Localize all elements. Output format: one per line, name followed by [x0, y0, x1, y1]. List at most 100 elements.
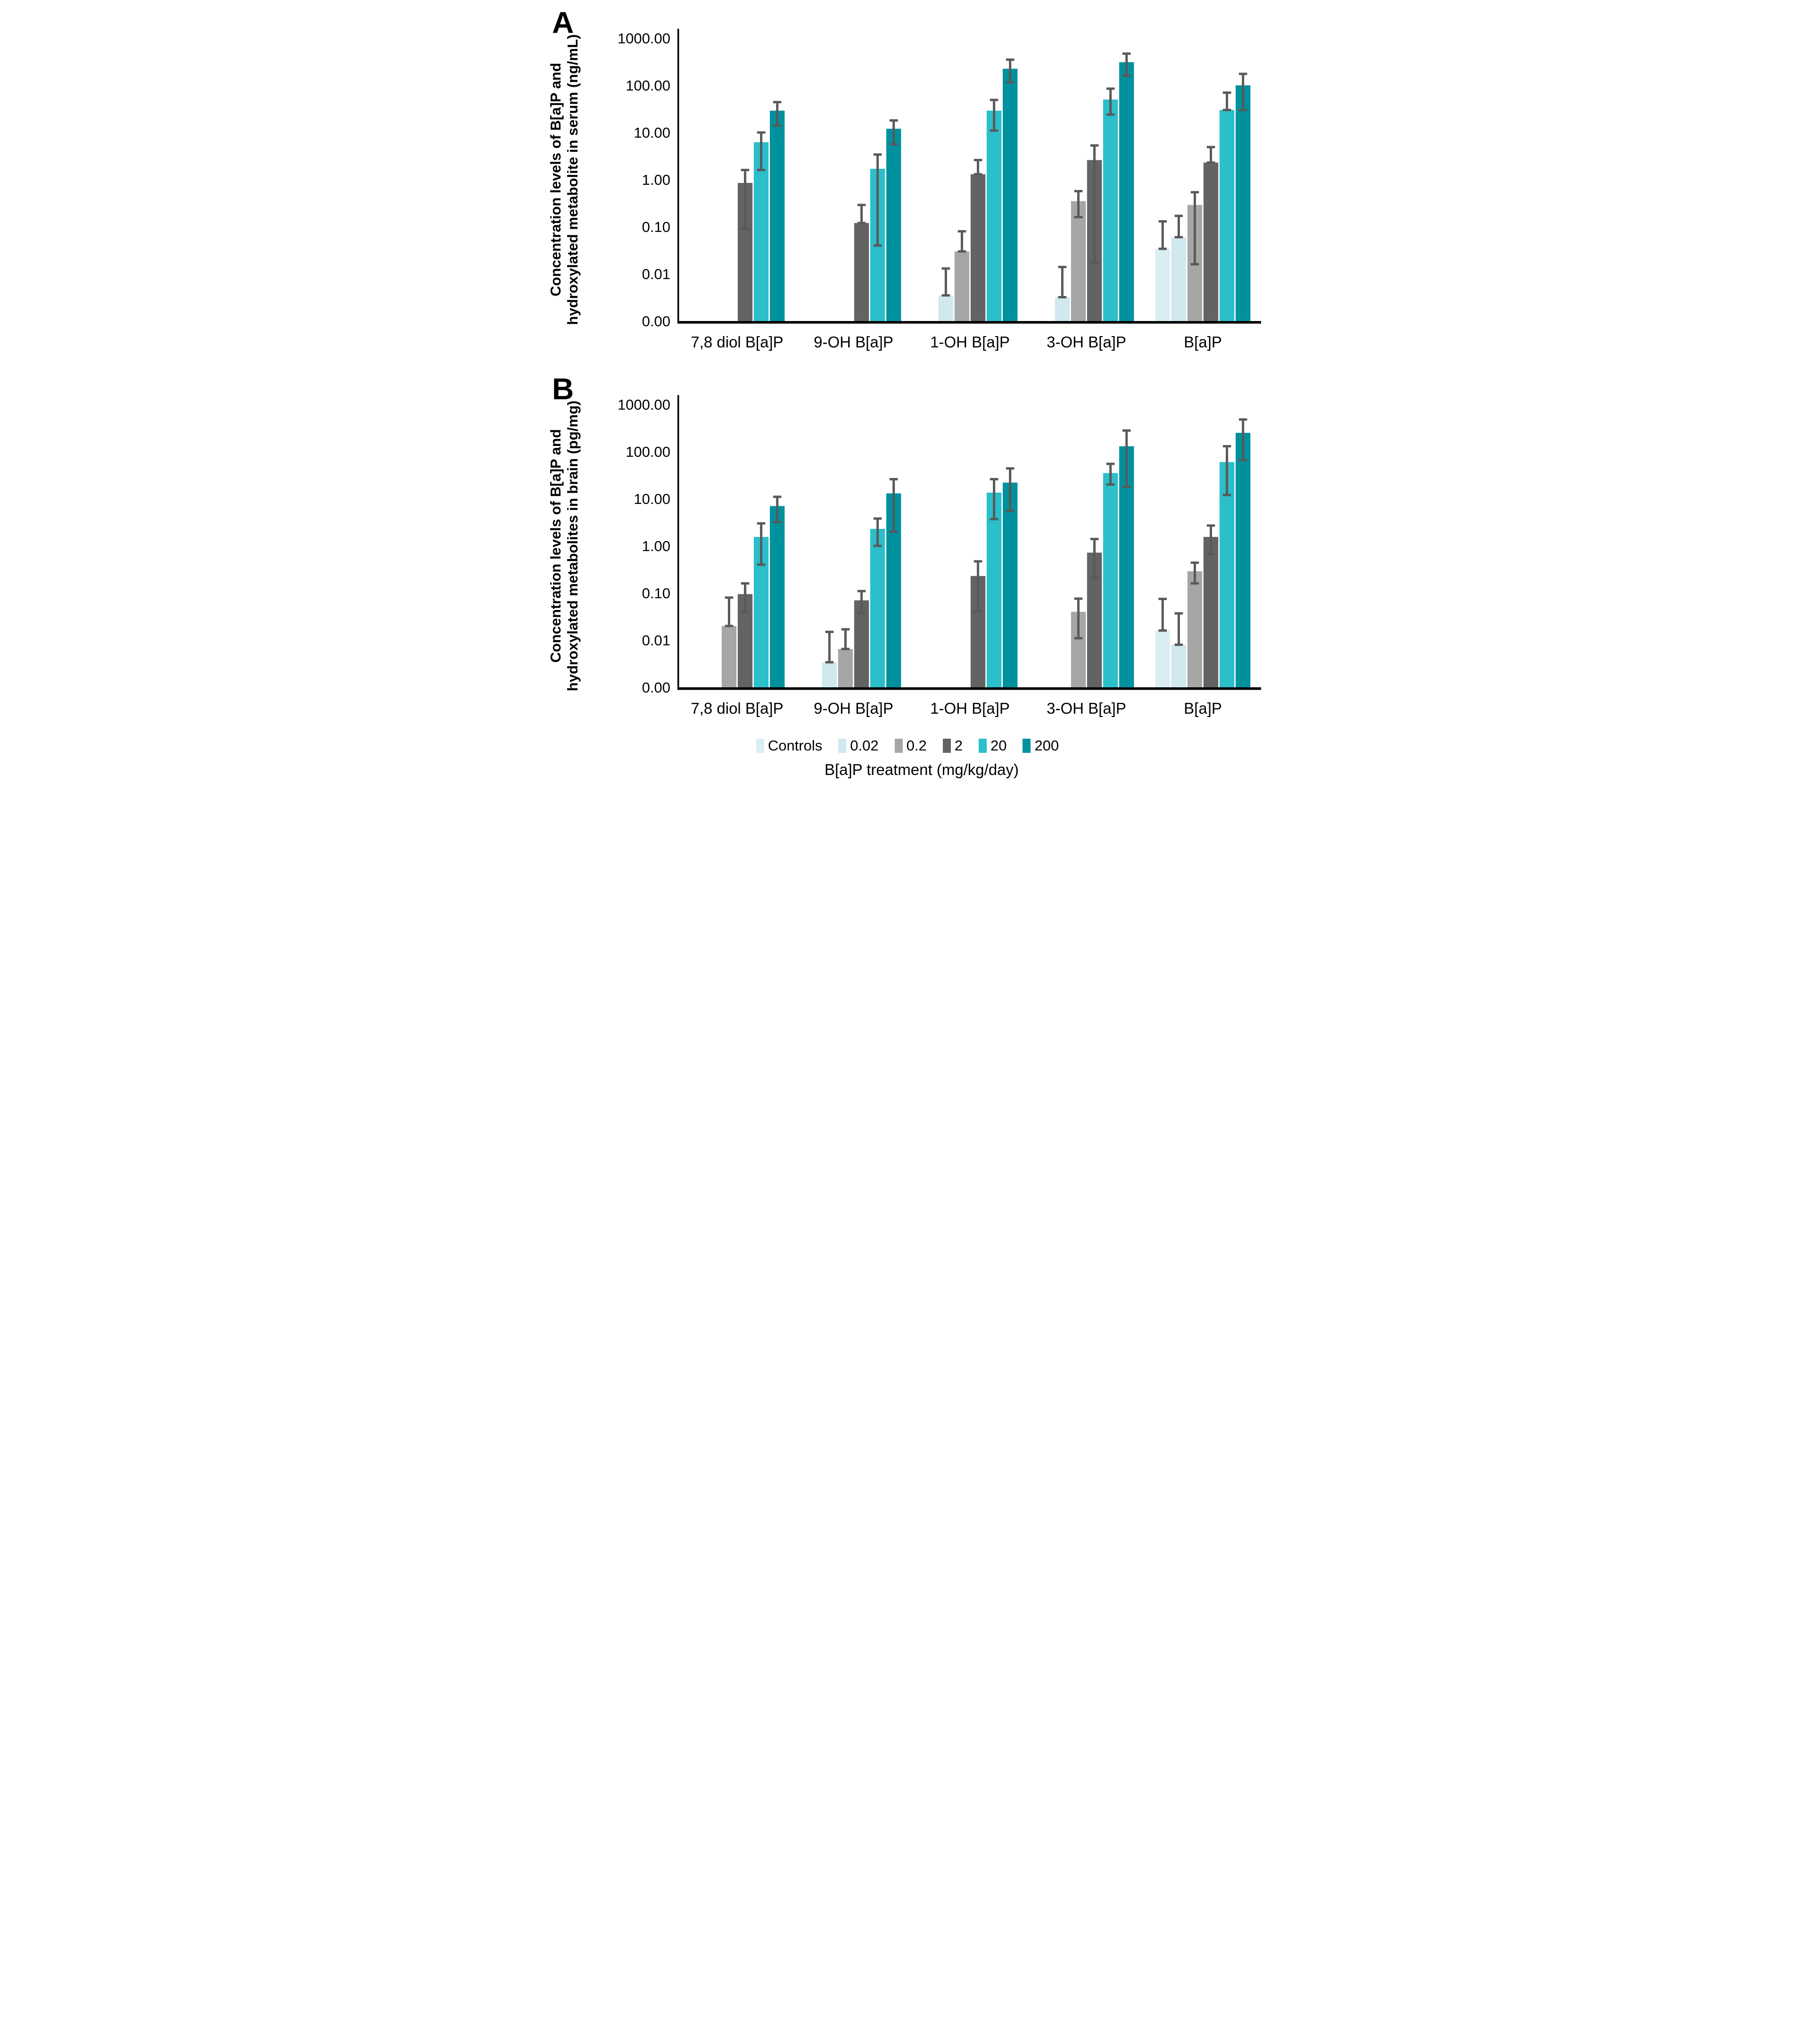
error-bar-line: [977, 160, 980, 174]
legend-item-controls: Controls: [756, 737, 822, 754]
chart-panel-b: B Concentration levels of B[a]P and hydrox…: [547, 372, 1261, 717]
legend-item-0.2: 0.2: [894, 737, 927, 754]
error-bar-cap-top: [725, 596, 734, 599]
error-bar-line: [1210, 525, 1213, 555]
error-bar-cap-bottom: [1006, 510, 1015, 512]
x-category-label: 7,8 diol B[a]P: [691, 700, 783, 717]
error-bar-cap-top: [1106, 87, 1115, 90]
legend-item-2: 2: [942, 737, 963, 754]
error-bar-cap-bottom: [1206, 553, 1215, 556]
error-bar-line: [876, 519, 879, 546]
x-category-label: 3-OH B[a]P: [1047, 700, 1126, 717]
error-bar-cap-top: [741, 582, 750, 585]
x-category-label: 7,8 diol B[a]P: [691, 333, 783, 351]
error-bar-line: [844, 629, 847, 649]
error-bar-cap-bottom: [741, 228, 750, 231]
error-bar-line: [1161, 599, 1164, 631]
chart-panel-a: A Concentration levels of B[a]P and hydrox…: [547, 6, 1261, 351]
error-bar-line: [776, 102, 779, 126]
bar-200-2: [886, 129, 901, 321]
y-tick-label: 100.00: [626, 77, 670, 94]
y-axis-title-line: hydroxylated metabolites in brain (pg/mg…: [564, 401, 581, 692]
error-bar-cap-bottom: [1174, 236, 1183, 239]
panel-letter: B: [552, 372, 574, 406]
bar-0.02-4: [1055, 297, 1070, 321]
bar-20-3: [986, 110, 1002, 321]
error-bar-cap-bottom: [873, 244, 882, 247]
bar-20-1: [753, 142, 769, 321]
error-bar-cap-bottom: [1158, 629, 1167, 632]
error-bar-cap-bottom: [725, 625, 734, 627]
error-bar-cap-top: [1058, 265, 1067, 268]
error-bar-cap-top: [757, 131, 766, 134]
error-bar-line: [1009, 468, 1012, 511]
error-bar-line: [1242, 419, 1245, 461]
error-bar-cap-bottom: [1090, 577, 1099, 579]
error-bar-cap-top: [1238, 418, 1247, 421]
error-bar-cap-bottom: [974, 173, 982, 176]
error-bar-line: [1193, 192, 1196, 264]
error-bar-line: [892, 479, 895, 532]
bar-2-3: [970, 174, 986, 321]
y-axis-title-line: Concentration levels of B[a]P and: [547, 429, 564, 663]
y-tick-label: 10.00: [634, 491, 670, 507]
x-axis-title: B[a]P treatment (mg/kg/day): [824, 761, 1019, 778]
error-bar-cap-top: [1174, 214, 1183, 217]
error-bar-cap-bottom: [974, 610, 982, 613]
error-bar-cap-bottom: [990, 129, 998, 132]
error-bar-line: [1077, 191, 1080, 217]
bar-20-4: [1103, 473, 1118, 687]
bar-0.2-2: [838, 649, 853, 687]
bar-200-3: [1003, 482, 1018, 687]
bar-20-2: [870, 528, 885, 687]
error-bar-cap-bottom: [990, 518, 998, 520]
error-bar-cap-bottom: [1190, 582, 1199, 585]
error-bar-cap-bottom: [1006, 81, 1015, 84]
error-bar-cap-bottom: [841, 648, 850, 651]
x-category-label: 9-OH B[a]P: [814, 333, 893, 351]
bar-200-1: [770, 506, 785, 687]
error-bar-cap-bottom: [1158, 247, 1167, 250]
error-bar-cap-bottom: [1122, 485, 1131, 488]
legend-swatch-icon: [942, 739, 951, 753]
y-tick-label: 0.10: [642, 585, 670, 602]
error-bar-line: [960, 231, 963, 252]
figure-page: A Concentration levels of B[a]P and hydrox…: [544, 0, 1270, 779]
error-bar-line: [1242, 74, 1245, 110]
error-bar-cap-bottom: [741, 611, 750, 614]
error-bar-cap-top: [857, 590, 866, 593]
x-category-label: 1-OH B[a]P: [930, 700, 1010, 717]
error-bar-line: [1009, 59, 1012, 82]
error-bar-line: [977, 561, 980, 611]
error-bar-line: [1177, 613, 1180, 645]
error-bar-cap-bottom: [889, 143, 898, 146]
bar-0.2-5: [1187, 571, 1203, 687]
error-bar-cap-top: [889, 119, 898, 122]
y-tick-label: 1.00: [642, 172, 670, 188]
error-bar-cap-top: [873, 517, 882, 520]
x-category-label: B[a]P: [1184, 333, 1222, 351]
error-bar-line: [1226, 446, 1229, 495]
error-bar-line: [1109, 463, 1112, 485]
y-tick-label: 100.00: [626, 444, 670, 460]
error-bar-line: [1177, 215, 1180, 238]
panel-a: A Concentration levels of B[a]P and hydrox…: [544, 3, 1270, 369]
bar-2-2: [854, 600, 869, 687]
error-bar-cap-bottom: [1106, 483, 1115, 486]
bar-200-3: [1003, 68, 1018, 321]
legend-item-0.02: 0.02: [838, 737, 879, 754]
x-category-label: 1-OH B[a]P: [930, 333, 1010, 351]
y-tick-label: 1000.00: [618, 396, 670, 413]
bar-200-5: [1236, 85, 1251, 321]
bar-200-4: [1119, 62, 1134, 321]
error-bar-line: [892, 120, 895, 145]
legend-swatch-icon: [756, 739, 764, 753]
error-bar-cap-bottom: [1238, 459, 1247, 462]
bar-200-1: [770, 110, 785, 321]
x-axis-line: [677, 321, 1261, 324]
bar-0.02-5: [1171, 644, 1187, 687]
error-bar-cap-bottom: [1222, 494, 1231, 496]
legend-label: 0.02: [850, 737, 879, 754]
legend: Controls 0.02 0.2 2 20 200: [544, 737, 1270, 754]
error-bar-line: [776, 496, 779, 522]
